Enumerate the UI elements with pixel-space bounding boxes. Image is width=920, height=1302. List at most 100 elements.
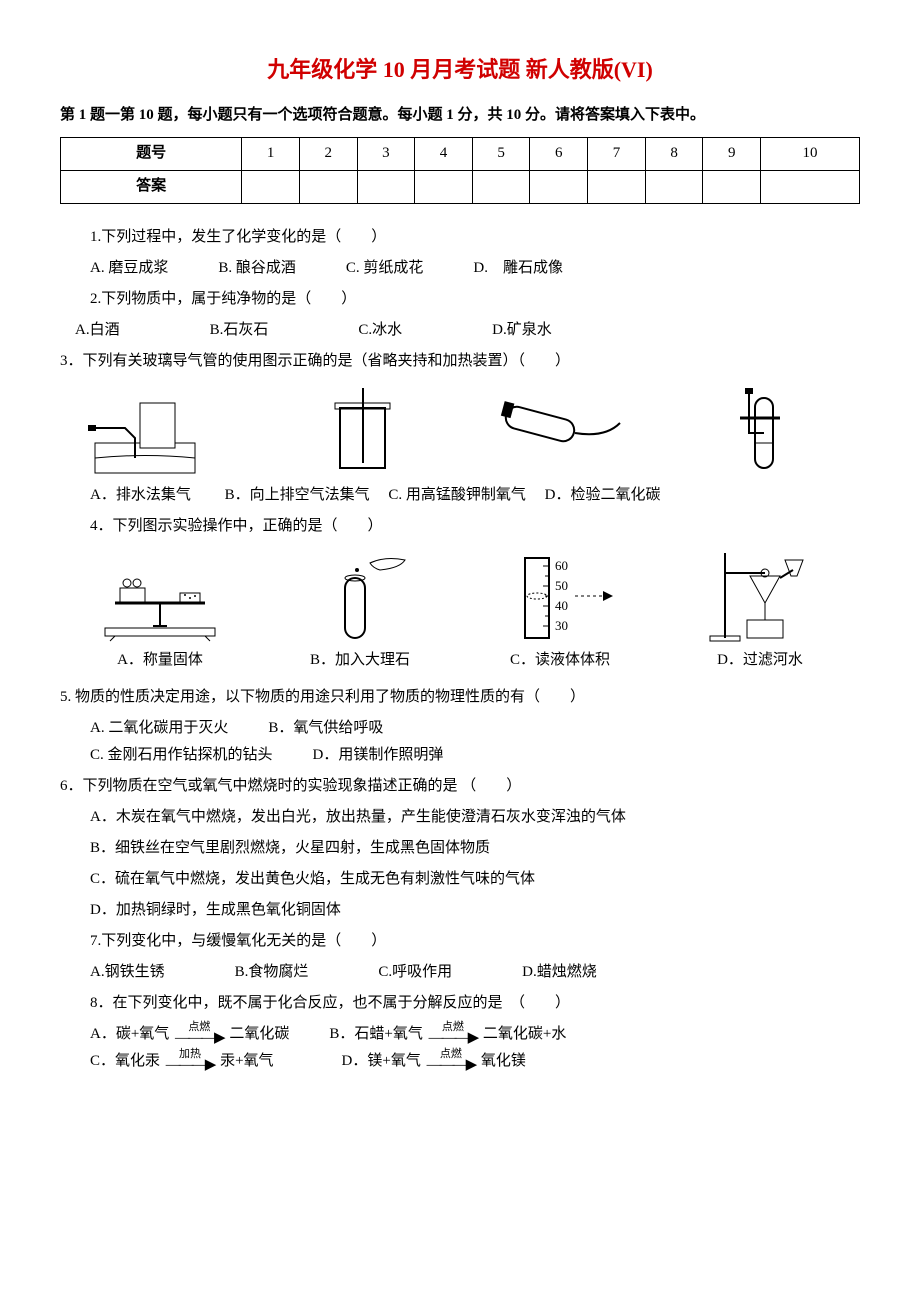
q1-d: D. 雕石成像 — [473, 255, 563, 282]
q5-d: D．用镁制作照明弹 — [313, 742, 444, 769]
q5-row2: C. 金刚石用作钻探机的钻头 D．用镁制作照明弹 — [90, 742, 860, 769]
ans-cell — [472, 170, 530, 203]
q7-c: C.呼吸作用 — [378, 959, 452, 986]
ans-cell — [761, 170, 860, 203]
q8-b: B．石蜡+氧气 点燃———▶ 二氧化碳+水 — [329, 1021, 566, 1048]
q4-fig-d-icon — [685, 548, 835, 643]
ans-cell — [242, 170, 300, 203]
q3-c: C. 用高锰酸钾制氧气 — [388, 487, 526, 503]
q8-a-right: 二氧化碳 — [229, 1026, 289, 1042]
page-title: 九年级化学 10 月月考试题 新人教版(VI) — [60, 50, 860, 90]
q4-a: A．称量固体 — [75, 647, 245, 674]
col-7: 7 — [588, 137, 646, 170]
q5-b: B．氧气供给呼吸 — [268, 715, 383, 742]
ans-cell — [530, 170, 588, 203]
q3-fig-d-icon — [685, 383, 835, 478]
q3-figures — [60, 383, 860, 478]
svg-text:30: 30 — [555, 618, 568, 633]
arrow-icon: 点燃———▶ — [175, 1022, 224, 1046]
q8-stem: 8．在下列变化中，既不属于化合反应，也不属于分解反应的是 （ ） — [90, 990, 860, 1017]
q8-row1: A．碳+氧气 点燃———▶ 二氧化碳 B．石蜡+氧气 点燃———▶ 二氧化碳+水 — [90, 1021, 860, 1048]
table-row-label: 题号 — [61, 137, 242, 170]
q1-options: A. 磨豆成浆 B. 酿谷成酒 C. 剪纸成花 D. 雕石成像 — [90, 255, 860, 282]
q4-fig-b-icon — [285, 548, 435, 643]
col-1: 1 — [242, 137, 300, 170]
q2-c: C.冰水 — [358, 317, 402, 344]
col-10: 10 — [761, 137, 860, 170]
arrow-icon: 点燃———▶ — [429, 1022, 478, 1046]
ans-cell — [357, 170, 415, 203]
q6-a: A．木炭在氧气中燃烧，发出白光，放出热量，产生能使澄清石灰水变浑浊的气体 — [90, 804, 860, 831]
q3-d: D．检验二氧化碳 — [545, 487, 661, 503]
q7-d: D.蜡烛燃烧 — [522, 959, 597, 986]
q3-a: A．排水法集气 — [90, 487, 191, 503]
q2-options: A.白酒 B.石灰石 C.冰水 D.矿泉水 — [75, 317, 860, 344]
q2-b: B.石灰石 — [210, 317, 269, 344]
q5-stem: 5. 物质的性质决定用途，以下物质的用途只利用了物质的物理性质的有（ ） — [60, 684, 860, 711]
q8-a: A．碳+氧气 点燃———▶ 二氧化碳 — [90, 1021, 289, 1048]
q6-stem: 6．下列物质在空气或氧气中燃烧时的实验现象描述正确的是 （ ） — [60, 773, 860, 800]
q6-c: C．硫在氧气中燃烧，发出黄色火焰，生成无色有刺激性气味的气体 — [90, 866, 860, 893]
ans-cell — [415, 170, 473, 203]
q5-c: C. 金刚石用作钻探机的钻头 — [90, 742, 273, 769]
q3-stem: 3．下列有关玻璃导气管的使用图示正确的是（省略夹持和加热装置）（ ） — [60, 348, 860, 375]
q2-stem: 2.下列物质中，属于纯净物的是（ ） — [90, 286, 860, 313]
q2-d: D.矿泉水 — [492, 317, 552, 344]
q8-c-right: 汞+氧气 — [220, 1053, 273, 1069]
q4-stem: 4．下列图示实验操作中，正确的是（ ） — [90, 513, 860, 540]
q4-captions: A．称量固体 B．加入大理石 C．读液体体积 D．过滤河水 — [60, 647, 860, 674]
q2-a: A.白酒 — [75, 317, 120, 344]
q8-d-right: 氧化镁 — [481, 1053, 526, 1069]
q8-b-left: B．石蜡+氧气 — [329, 1026, 422, 1042]
q1-a: A. 磨豆成浆 — [90, 255, 168, 282]
q8-a-left: A．碳+氧气 — [90, 1026, 169, 1042]
col-6: 6 — [530, 137, 588, 170]
answer-table: 题号 1 2 3 4 5 6 7 8 9 10 答案 — [60, 137, 860, 204]
col-5: 5 — [472, 137, 530, 170]
ans-cell — [299, 170, 357, 203]
col-8: 8 — [645, 137, 703, 170]
arrow-icon: 点燃———▶ — [427, 1049, 476, 1073]
q8-d-left: D．镁+氧气 — [342, 1053, 421, 1069]
svg-text:50: 50 — [555, 578, 568, 593]
q7-b: B.食物腐烂 — [235, 959, 309, 986]
q4-b: B．加入大理石 — [275, 647, 445, 674]
ans-cell — [703, 170, 761, 203]
q8-d: D．镁+氧气 点燃———▶ 氧化镁 — [342, 1048, 526, 1075]
svg-text:40: 40 — [555, 598, 568, 613]
q6-d: D．加热铜绿时，生成黑色氧化铜固体 — [90, 897, 860, 924]
q4-d: D．过滤河水 — [675, 647, 845, 674]
q7-a: A.钢铁生锈 — [90, 959, 165, 986]
q1-c: C. 剪纸成花 — [346, 255, 424, 282]
q1-stem: 1.下列过程中，发生了化学变化的是（ ） — [90, 224, 860, 251]
instruction-text: 第 1 题一第 10 题，每小题只有一个选项符合题意。每小题 1 分，共 10 … — [60, 102, 860, 129]
col-4: 4 — [415, 137, 473, 170]
svg-text:60: 60 — [555, 558, 568, 573]
q1-b: B. 酿谷成酒 — [218, 255, 296, 282]
q5-a: A. 二氧化碳用于灭火 — [90, 715, 228, 742]
q5-row1: A. 二氧化碳用于灭火 B．氧气供给呼吸 — [90, 715, 860, 742]
q4-fig-a-icon — [85, 548, 235, 643]
q3-fig-b-icon — [285, 383, 435, 478]
q4-c: C．读液体体积 — [475, 647, 645, 674]
ans-cell — [645, 170, 703, 203]
q7-stem: 7.下列变化中，与缓慢氧化无关的是（ ） — [90, 928, 860, 955]
col-9: 9 — [703, 137, 761, 170]
q3-fig-a-icon — [85, 383, 235, 478]
q3-captions: A．排水法集气 B．向上排空气法集气 C. 用高锰酸钾制氧气 D．检验二氧化碳 — [90, 482, 860, 509]
q3-fig-c-icon — [485, 383, 635, 478]
q6-b: B．细铁丝在空气里剧烈燃烧，火星四射，生成黑色固体物质 — [90, 835, 860, 862]
q7-options: A.钢铁生锈 B.食物腐烂 C.呼吸作用 D.蜡烛燃烧 — [90, 959, 860, 986]
q8-c-left: C．氧化汞 — [90, 1053, 160, 1069]
q4-figures: 60 50 40 30 — [60, 548, 860, 643]
arrow-icon: 加热———▶ — [166, 1049, 215, 1073]
q8-row2: C．氧化汞 加热———▶ 汞+氧气 D．镁+氧气 点燃———▶ 氧化镁 — [90, 1048, 860, 1075]
q4-fig-c-icon: 60 50 40 30 — [485, 548, 635, 643]
q8-b-right: 二氧化碳+水 — [483, 1026, 566, 1042]
q8-c: C．氧化汞 加热———▶ 汞+氧气 — [90, 1048, 274, 1075]
col-2: 2 — [299, 137, 357, 170]
col-3: 3 — [357, 137, 415, 170]
ans-cell — [588, 170, 646, 203]
q3-b: B．向上排空气法集气 — [225, 487, 370, 503]
table-ans-label: 答案 — [61, 170, 242, 203]
